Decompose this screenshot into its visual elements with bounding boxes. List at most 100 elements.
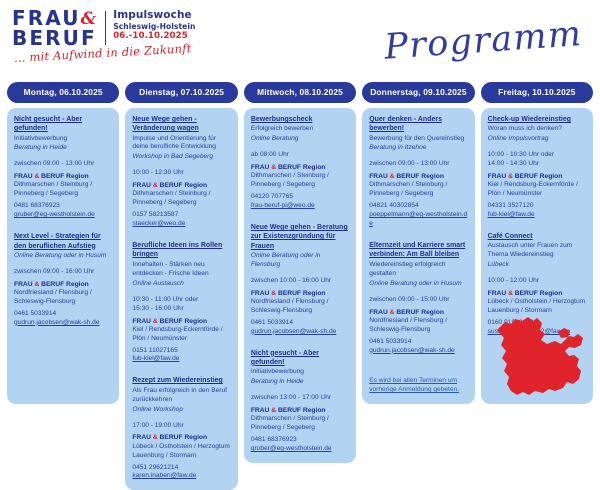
event-region: FRAU & BERUF Region — [369, 173, 444, 181]
region-ampersand: & — [508, 173, 513, 181]
page-header: FRAU& BERUF Impulswoche Schleswig-Holste… — [0, 0, 600, 82]
region-ampersand: & — [271, 406, 277, 414]
region-ampersand: & — [34, 280, 40, 288]
event-subtitle: Als Frau erfolgreich in den Beruf zurück… — [132, 386, 227, 403]
logo-frau: FRAU& — [12, 8, 97, 29]
event-area: Dithmarschen / Steinburg / Pinneberg / S… — [250, 172, 329, 189]
event-time: zwischen 09:00 - 16:00 Uhr — [14, 267, 95, 275]
event-region: FRAU & BERUF Region — [250, 164, 326, 172]
logo-ampersand: & — [80, 9, 96, 29]
day-header-pill: Montag, 06.10.2025 — [7, 82, 120, 103]
event-format: Beratung in Heide — [250, 378, 304, 386]
event-title[interactable]: Café Connect — [487, 232, 533, 240]
event-title[interactable]: Nicht gesucht - Aber gefunden! — [250, 349, 319, 366]
event-phone[interactable]: 04120 707765 — [250, 193, 293, 201]
event-title[interactable]: Nicht gesucht - Aber gefunden! — [14, 116, 83, 133]
day-header-pill: Dienstag, 07.10.2025 — [125, 82, 238, 103]
event-entry: Next Level - Strategien für den beruflic… — [14, 232, 112, 327]
event-format: Lübeck — [487, 261, 509, 269]
region-ampersand: & — [152, 434, 158, 442]
week-grid: Montag, 06.10.2025 Nicht gesucht - Aber g… — [0, 82, 600, 490]
region-ampersand: & — [508, 290, 513, 298]
event-time: 10:00 - 12:30 Uhr — [132, 169, 184, 177]
event-phone[interactable]: 0481 68376923 — [250, 435, 297, 443]
logo-event-name: Impulswoche — [113, 9, 192, 21]
event-email[interactable]: gruber@eg-westholstein.de — [14, 211, 95, 219]
event-email[interactable]: fub-kiel@faw.de — [132, 355, 180, 363]
event-phone[interactable]: 0461 5033914 — [369, 337, 412, 345]
event-area: Kiel / Rendsburg-Eckernförde / Plön / Ne… — [132, 325, 223, 342]
event-entry: Quer denken - Anders bewerben! Bewerbung … — [369, 115, 467, 229]
event-email[interactable]: susanne.buchholz2@faw.de — [487, 328, 571, 336]
event-title[interactable]: Quer denken - Anders bewerben! — [369, 116, 442, 133]
event-entry: Nicht gesucht - Aber gefunden! Initiativb… — [14, 115, 112, 220]
event-email[interactable]: staecker@weo.de — [132, 220, 186, 228]
event-time: zwischen 10:00 - 16:00 Uhr — [250, 276, 332, 284]
event-format: Workshop in Bad Segeberg — [132, 153, 214, 161]
event-time: 17:00 - 19:00 Uhr — [132, 421, 184, 429]
day-card: Bewerbungscheck Erfolgreich bewerben Onlin… — [243, 108, 357, 463]
event-title[interactable]: Next Level - Strategien für den beruflic… — [14, 233, 101, 250]
event-time: ab 08:00 Uhr — [250, 151, 289, 159]
event-time: zwischen 09:00 - 13:00 Uhr — [14, 160, 95, 168]
event-phone[interactable]: 0461 5033914 — [250, 318, 293, 326]
event-entry: Café Connect Austausch unter Frauen zum T… — [488, 232, 586, 337]
logo-dates: 06.-10.10.2025 — [113, 31, 188, 42]
event-phone[interactable]: 0481 68376923 — [14, 202, 60, 210]
event-email[interactable]: gudrun.jacobsen@wak-sh.de — [250, 327, 337, 335]
event-region: FRAU & BERUF Region — [14, 173, 89, 181]
event-phone[interactable]: 04331 3527120 — [487, 202, 534, 210]
event-title[interactable]: Elternzeit und Karriere smart verbinden:… — [369, 242, 466, 259]
page-title: Programm — [382, 14, 584, 68]
event-entry: Neue Wege gehen - Beratung zur Existenzg… — [251, 223, 349, 337]
event-email[interactable]: poeppelmann@eg-westholstein.de — [369, 211, 468, 228]
event-format: Online Beratung oder in Husum — [369, 279, 462, 287]
event-phone[interactable]: 0461 5033914 — [14, 309, 57, 317]
day-card: Quer denken - Anders bewerben! Bewerbung … — [362, 108, 475, 404]
event-title[interactable]: Neue Wege gehen - Veränderung wagen — [132, 116, 199, 133]
event-phone[interactable]: 0160 91930493 — [487, 319, 534, 327]
event-phone[interactable]: 0157 58213587 — [132, 211, 179, 219]
day-header-pill: Donnerstag, 09.10.2025 — [362, 82, 475, 103]
event-email[interactable]: gudrun.jacobsen@wak-sh.de — [14, 318, 100, 326]
event-format: Online Impulsvortrag — [487, 135, 549, 143]
event-area: Lübeck / Ostholstein / Herzogtum Lauenbu… — [487, 298, 586, 315]
event-region: FRAU & BERUF Region — [487, 290, 563, 298]
event-phone[interactable]: 04821 40302854 — [369, 202, 419, 210]
event-area: Nordfriesland / Flensburg / Schleswig-Fl… — [14, 288, 92, 305]
event-email[interactable]: karen.inaben@faw.de — [132, 472, 197, 480]
event-region: FRAU & BERUF Region — [250, 289, 326, 297]
event-title[interactable]: Rezept zum Wiedereinstieg — [132, 377, 223, 385]
event-area: Dithmarschen / Steinburg / Pinneberg / S… — [14, 181, 93, 198]
event-region: FRAU & BERUF Region — [487, 173, 563, 181]
event-title[interactable]: Check-up Wiedereinstieg — [487, 116, 572, 123]
event-subtitle: Woran muss ich denken? — [487, 125, 562, 133]
event-format: Online Beratung — [250, 135, 299, 143]
region-ampersand: & — [34, 173, 40, 181]
day-header-pill: Freitag, 10.10.2025 — [480, 82, 594, 103]
region-ampersand: & — [389, 173, 395, 181]
logo-wordmark: FRAU& BERUF — [12, 8, 97, 48]
registration-note: Es wird bei allen Terminen um vorherige … — [369, 376, 460, 394]
event-time: 10:00 - 10:30 Uhr oder 14:00 - 14:30 Uhr — [487, 151, 554, 168]
event-region: FRAU & BERUF Region — [132, 182, 208, 190]
event-phone[interactable]: 0451 29621214 — [132, 463, 179, 471]
region-ampersand: & — [271, 164, 277, 172]
event-title[interactable]: Neue Wege gehen - Beratung zur Existenzg… — [250, 224, 348, 250]
event-title[interactable]: Berufliche Ideen ins Rollen bringen — [132, 242, 223, 259]
event-region: FRAU & BERUF Region — [132, 434, 208, 442]
event-email[interactable]: frau-beruf-pi@weo.de — [250, 202, 315, 210]
event-email[interactable]: gudrun.jacobsen@wak-sh.de — [369, 346, 455, 354]
event-area: Nordfriesland / Flensburg / Schleswig-Fl… — [250, 297, 329, 314]
event-area: Nordfriesland / Flensburg / Schleswig-Fl… — [369, 316, 447, 333]
event-email[interactable]: gruber@eg-westholstein.de — [250, 444, 332, 452]
event-entry: Rezept zum Wiedereinstieg Als Frau erfolg… — [132, 376, 230, 481]
logo-event-info: Impulswoche Schleswig-Holstein 06.-10.10… — [113, 9, 195, 42]
day-column: Dienstag, 07.10.2025 Neue Wege gehen - Ve… — [125, 82, 238, 490]
day-column: Freitag, 10.10.2025 Check-up Wiedereinsti… — [480, 82, 594, 404]
event-email[interactable]: fub-kiel@faw.de — [487, 211, 535, 219]
event-region: FRAU & BERUF Region — [132, 317, 208, 325]
event-title[interactable]: Bewerbungscheck — [250, 116, 313, 123]
event-phone[interactable]: 0151 11027165 — [132, 346, 178, 354]
event-subtitle: Innehalten - Stärken neu entdecken - Fri… — [132, 260, 209, 277]
